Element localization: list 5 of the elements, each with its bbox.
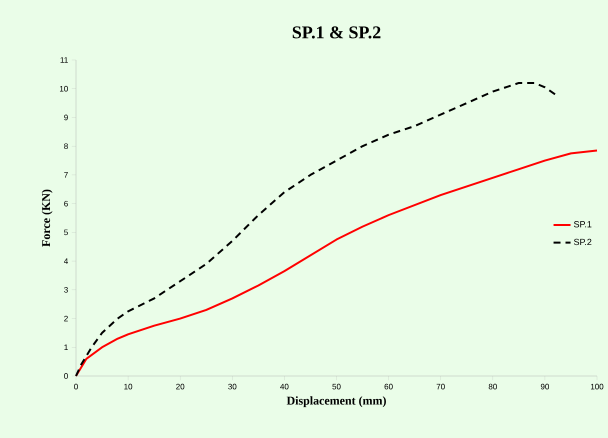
legend-label: SP.2 — [574, 238, 592, 246]
chart-title: SP.1 & SP.2 — [292, 26, 380, 38]
y-axis-title: Force (KN) — [42, 190, 53, 247]
legend-label: SP.1 — [574, 221, 592, 228]
x-axis-title: Displacement (mm) — [286, 396, 386, 408]
